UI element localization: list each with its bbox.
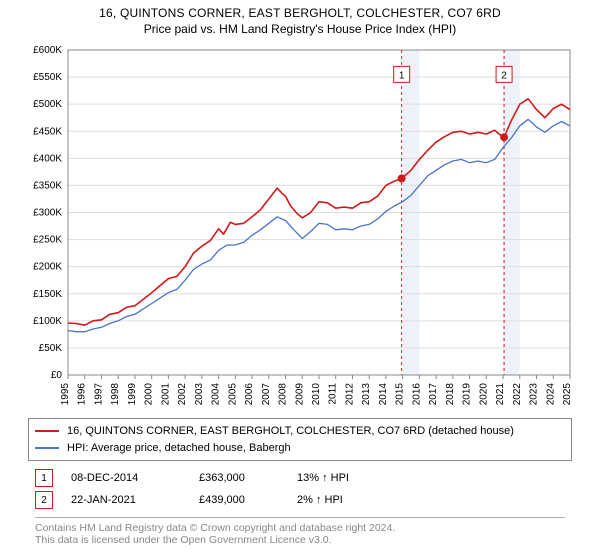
x-tick-label: 2014 (378, 383, 389, 406)
x-tick-label: 2000 (144, 383, 155, 406)
legend-label: 16, QUINTONS CORNER, EAST BERGHOLT, COLC… (67, 423, 514, 440)
x-tick-label: 2006 (244, 383, 255, 406)
legend-label: HPI: Average price, detached house, Babe… (67, 440, 291, 457)
x-tick-label: 2011 (328, 383, 339, 405)
event-date: 08-DEC-2014 (71, 472, 181, 484)
event-date: 22-JAN-2021 (71, 494, 181, 506)
x-tick-label: 2019 (462, 383, 473, 406)
y-tick-label: £250K (33, 235, 62, 246)
x-tick-label: 2015 (395, 383, 406, 406)
y-tick-label: £350K (33, 180, 62, 191)
title-address: 16, QUINTONS CORNER, EAST BERGHOLT, COLC… (0, 6, 600, 20)
event-price: £439,000 (199, 494, 279, 506)
y-tick-label: £0 (51, 370, 63, 381)
x-tick-label: 2017 (428, 383, 439, 406)
x-tick-label: 2020 (478, 383, 489, 406)
legend-row: HPI: Average price, detached house, Babe… (35, 440, 565, 457)
y-tick-label: £500K (33, 99, 62, 110)
x-tick-label: 2002 (177, 383, 188, 406)
legend-swatch (35, 447, 59, 449)
x-tick-label: 2025 (562, 383, 573, 406)
x-tick-label: 1996 (77, 383, 88, 406)
y-tick-label: £450K (33, 126, 62, 137)
x-tick-label: 2022 (512, 383, 523, 406)
title-block: 16, QUINTONS CORNER, EAST BERGHOLT, COLC… (0, 0, 600, 36)
y-tick-label: £400K (33, 153, 62, 164)
x-tick-label: 2005 (227, 383, 238, 406)
y-tick-label: £300K (33, 208, 62, 219)
x-tick-label: 2010 (311, 383, 322, 406)
y-tick-label: £50K (39, 343, 63, 354)
y-tick-label: £600K (33, 45, 62, 56)
x-tick-label: 2023 (529, 383, 540, 406)
y-tick-label: £200K (33, 262, 62, 273)
x-tick-label: 1998 (110, 383, 121, 406)
legend-box: 16, QUINTONS CORNER, EAST BERGHOLT, COLC… (28, 418, 572, 461)
x-tick-label: 2016 (411, 383, 422, 406)
x-tick-label: 1997 (93, 383, 104, 406)
title-subtitle: Price paid vs. HM Land Registry's House … (0, 22, 600, 36)
y-tick-label: £550K (33, 72, 62, 83)
y-tick-label: £150K (33, 289, 62, 300)
event-row: 1 08-DEC-2014 £363,000 13% ↑ HPI (35, 467, 565, 489)
chart-area: £0 £50K £100K £150K £200K £250K £300K £350K £400… (20, 42, 580, 412)
legend-row: 16, QUINTONS CORNER, EAST BERGHOLT, COLC… (35, 423, 565, 440)
footer-attribution: Contains HM Land Registry data © Crown c… (35, 517, 565, 546)
chart-svg: £0 £50K £100K £150K £200K £250K £300K £350K £400… (20, 42, 580, 412)
event-marker-label: 1 (399, 70, 405, 81)
legend-swatch (35, 430, 59, 432)
chart-container: 16, QUINTONS CORNER, EAST BERGHOLT, COLC… (0, 0, 600, 546)
x-tick-label: 2009 (294, 383, 305, 406)
x-tick-label: 1995 (60, 383, 71, 406)
x-tick-label: 2007 (261, 383, 272, 406)
footer-line1: Contains HM Land Registry data © Crown c… (35, 522, 565, 534)
event-diff: 13% ↑ HPI (297, 472, 387, 484)
event-index-box: 2 (35, 491, 53, 509)
x-tick-label: 2024 (545, 383, 556, 406)
y-tick-label: £100K (33, 316, 62, 327)
x-tick-label: 2012 (344, 383, 355, 406)
x-tick-label: 2001 (160, 383, 171, 406)
event-diff: 2% ↑ HPI (297, 494, 387, 506)
x-tick-label: 2003 (194, 383, 205, 406)
x-tick-label: 1999 (127, 383, 138, 406)
events-table: 1 08-DEC-2014 £363,000 13% ↑ HPI 2 22-JAN-202… (35, 467, 565, 511)
x-tick-label: 2013 (361, 383, 372, 406)
x-tick-label: 2018 (445, 383, 456, 406)
x-tick-label: 2021 (495, 383, 506, 406)
x-tick-label: 2004 (211, 383, 222, 406)
event-price: £363,000 (199, 472, 279, 484)
event-marker-label: 2 (501, 70, 507, 81)
event-index-box: 1 (35, 469, 53, 487)
event-row: 2 22-JAN-2021 £439,000 2% ↑ HPI (35, 489, 565, 511)
x-tick-label: 2008 (278, 383, 289, 406)
footer-line2: This data is licensed under the Open Gov… (35, 534, 565, 546)
